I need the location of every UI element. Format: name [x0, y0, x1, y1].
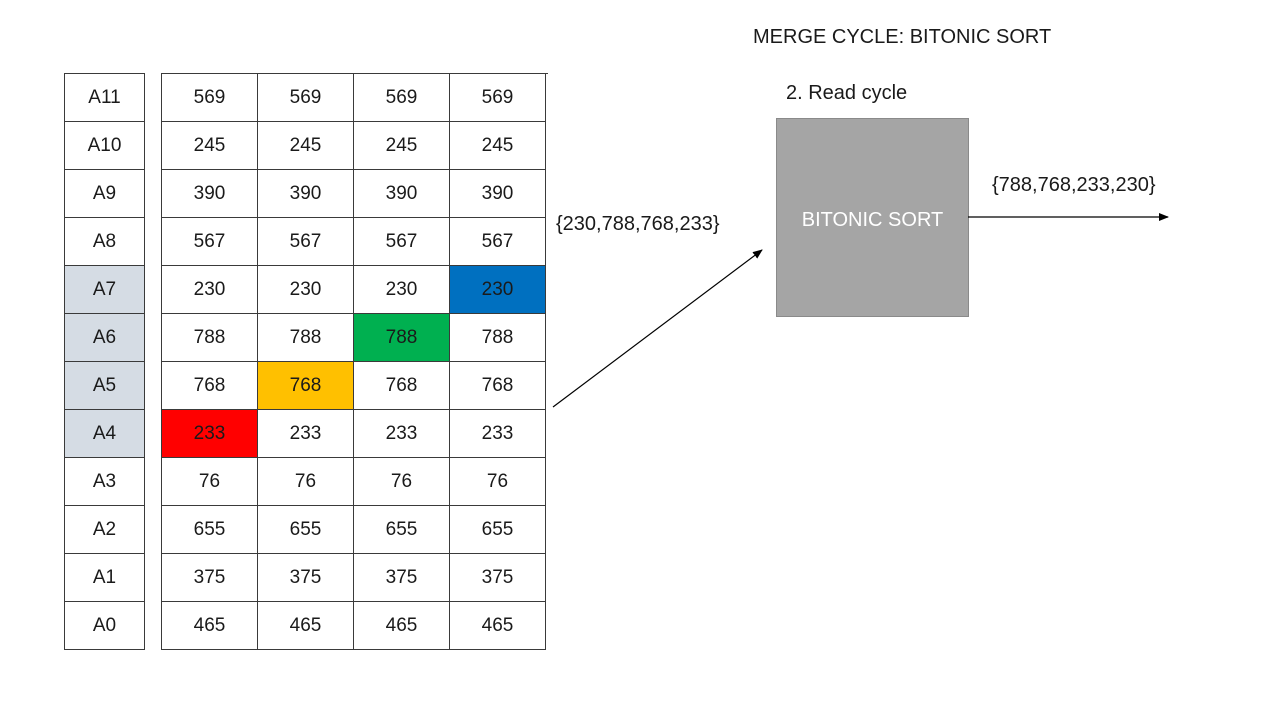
memory-cell: 233: [450, 410, 546, 458]
memory-cell: 245: [450, 122, 546, 170]
address-cell-a11: A11: [65, 73, 144, 121]
memory-cell: 375: [354, 554, 450, 602]
memory-cell: 569: [162, 74, 258, 122]
highlighted-cell-yellow: 768: [258, 362, 354, 410]
address-cell-a3: A3: [65, 457, 144, 505]
memory-cell: 230: [258, 266, 354, 314]
memory-cell: 655: [450, 506, 546, 554]
memory-cell: 768: [354, 362, 450, 410]
input-arrow: [552, 249, 763, 408]
memory-cell: 788: [450, 314, 546, 362]
memory-cell: 465: [354, 602, 450, 650]
address-cell-a1: A1: [65, 553, 144, 601]
read-cycle-label: 2. Read cycle: [786, 82, 908, 104]
address-cell-a10: A10: [65, 121, 144, 169]
memory-cell: 390: [354, 170, 450, 218]
highlighted-cell-green: 788: [354, 314, 450, 362]
memory-grid: 569 569 569 569 245 245 245 245 390 390 …: [161, 73, 548, 650]
address-cell-a9: A9: [65, 169, 144, 217]
memory-cell: 569: [450, 74, 546, 122]
memory-cell: 233: [258, 410, 354, 458]
address-cell-a2: A2: [65, 505, 144, 553]
memory-cell: 76: [258, 458, 354, 506]
memory-cell: 788: [258, 314, 354, 362]
memory-cell: 768: [162, 362, 258, 410]
address-cell-a7: A7: [65, 265, 144, 313]
memory-cell: 375: [450, 554, 546, 602]
memory-cell: 390: [450, 170, 546, 218]
memory-cell: 567: [162, 218, 258, 266]
memory-cell: 465: [450, 602, 546, 650]
memory-cell: 567: [258, 218, 354, 266]
memory-cell: 233: [354, 410, 450, 458]
memory-cell: 567: [450, 218, 546, 266]
memory-cell: 230: [162, 266, 258, 314]
memory-cell: 76: [354, 458, 450, 506]
memory-cell: 230: [354, 266, 450, 314]
memory-cell: 569: [258, 74, 354, 122]
address-cell-a5: A5: [65, 361, 144, 409]
output-set-label: {788,768,233,230}: [992, 174, 1156, 196]
highlighted-cell-red: 233: [162, 410, 258, 458]
bitonic-sort-box: BITONIC SORT: [776, 118, 969, 317]
memory-cell: 569: [354, 74, 450, 122]
memory-cell: 76: [450, 458, 546, 506]
address-cell-a8: A8: [65, 217, 144, 265]
address-column: A11 A10 A9 A8 A7 A6 A5 A4 A3 A2 A1 A0: [64, 73, 145, 650]
memory-cell: 375: [162, 554, 258, 602]
memory-cell: 768: [450, 362, 546, 410]
memory-cell: 465: [258, 602, 354, 650]
memory-cell: 465: [162, 602, 258, 650]
input-set-label: {230,788,768,233}: [556, 213, 720, 235]
memory-cell: 76: [162, 458, 258, 506]
memory-cell: 788: [162, 314, 258, 362]
address-cell-a0: A0: [65, 601, 144, 650]
memory-cell: 245: [258, 122, 354, 170]
diagram-title: MERGE CYCLE: BITONIC SORT: [753, 26, 1052, 48]
memory-cell: 390: [258, 170, 354, 218]
memory-cell: 655: [162, 506, 258, 554]
memory-cell: 655: [258, 506, 354, 554]
memory-cell: 655: [354, 506, 450, 554]
address-cell-a6: A6: [65, 313, 144, 361]
memory-cell: 375: [258, 554, 354, 602]
bitonic-sort-box-label: BITONIC SORT: [801, 209, 944, 231]
memory-cell: 567: [354, 218, 450, 266]
memory-cell: 245: [354, 122, 450, 170]
highlighted-cell-blue: 230: [450, 266, 546, 314]
memory-cell: 390: [162, 170, 258, 218]
memory-cell: 245: [162, 122, 258, 170]
address-cell-a4: A4: [65, 409, 144, 457]
